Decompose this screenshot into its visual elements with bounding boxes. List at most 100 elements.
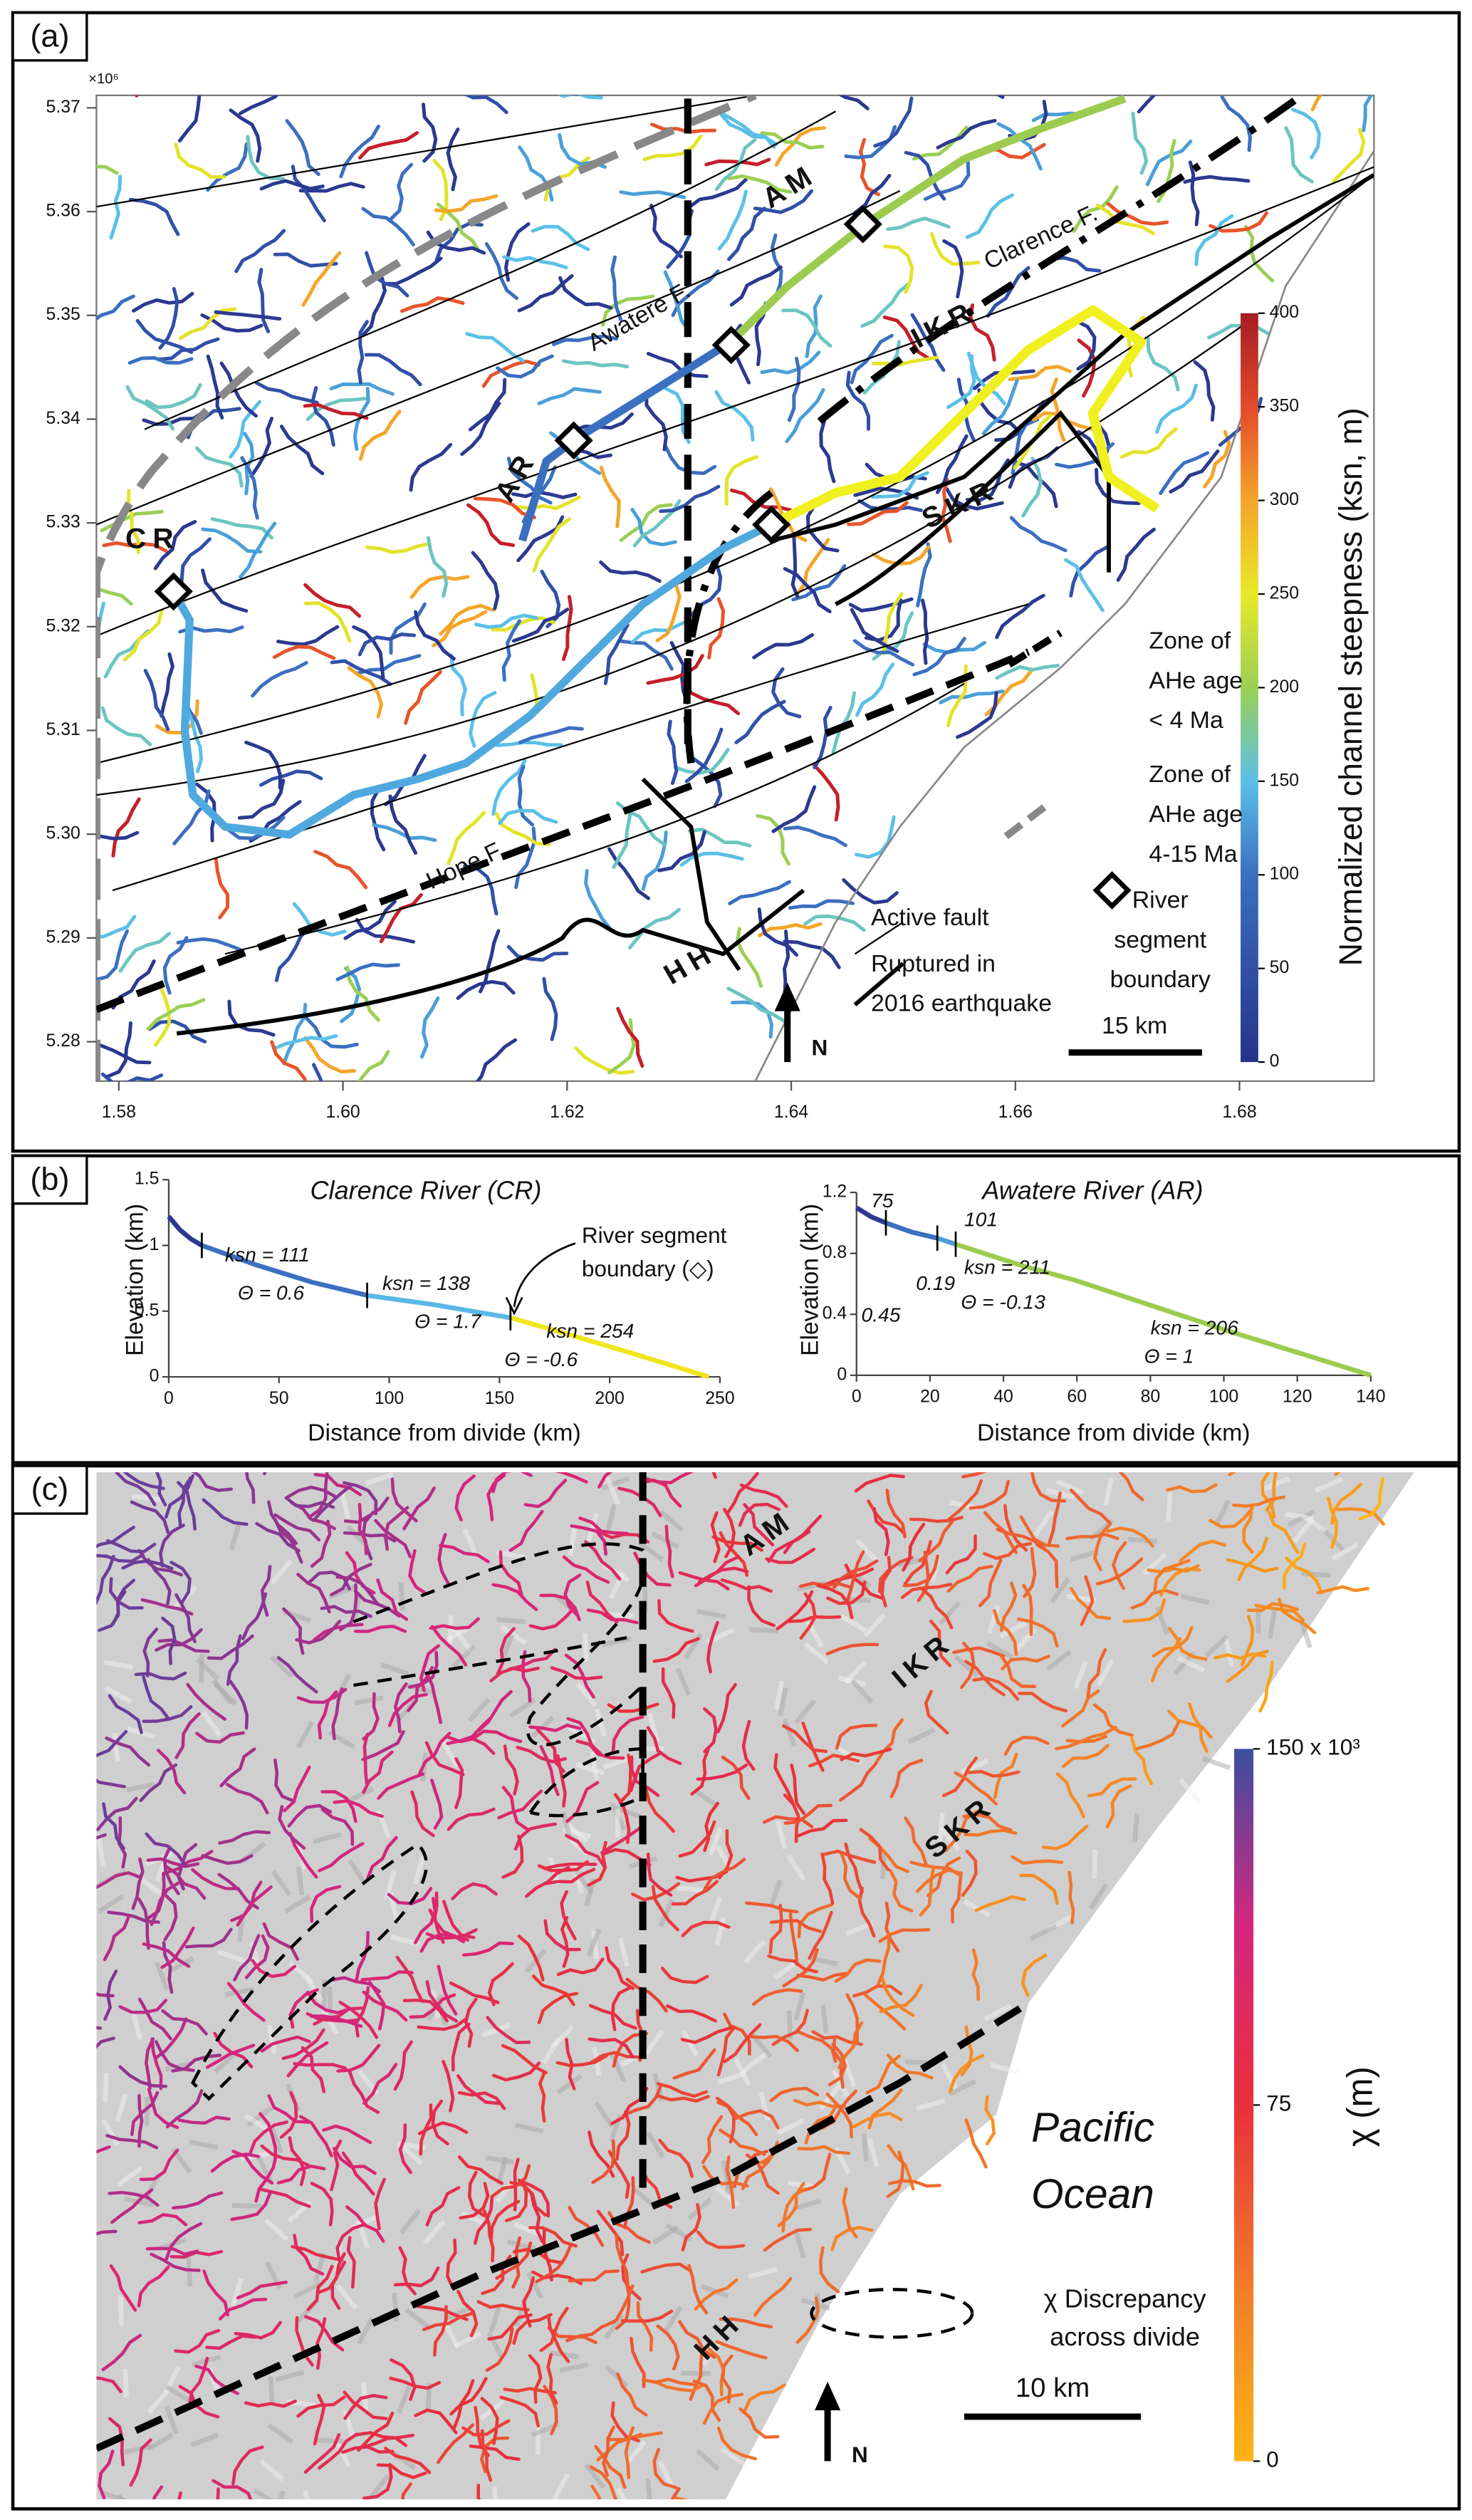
stream: [508, 1509, 544, 1552]
stream: [822, 1567, 875, 1587]
stream: [734, 699, 786, 744]
stream: [850, 608, 899, 653]
hillshade-stroke: [600, 1476, 630, 1491]
stream: [430, 1779, 444, 1830]
hillshade-stroke: [231, 2203, 261, 2209]
stream: [361, 207, 415, 246]
stream: [427, 536, 449, 598]
stream: [522, 2276, 536, 2328]
stream: [1237, 1536, 1268, 1582]
hillshade-stroke: [400, 2209, 422, 2235]
stream: [118, 932, 172, 973]
stream: [842, 878, 899, 905]
stream: [1220, 95, 1252, 152]
legend-symbol: [810, 2288, 974, 2339]
stream: [468, 691, 497, 748]
hillshade-stroke: [659, 1509, 684, 1532]
stream: [414, 2408, 458, 2435]
hillshade-stroke: [584, 2463, 606, 2489]
stream: [474, 613, 539, 629]
hillshade-stroke: [186, 2257, 193, 2286]
hillshade-stroke: [496, 2156, 508, 2185]
hillshade-stroke: [586, 1512, 600, 1542]
stream: [460, 401, 501, 457]
stream: [186, 1682, 226, 1721]
stream: [130, 2091, 160, 2136]
stream: [362, 1732, 370, 1786]
stream: [942, 239, 964, 298]
stream: [687, 177, 748, 209]
stream: [278, 1805, 306, 1850]
stream: [259, 179, 325, 191]
legend-text: Active fault: [871, 905, 989, 931]
hillshade-stroke: [907, 1727, 936, 1744]
stream: [619, 190, 687, 199]
stream: [800, 2152, 832, 2193]
stream: [1095, 203, 1156, 236]
stream: [160, 1926, 195, 1969]
y-tick-label: 1: [150, 1235, 160, 1254]
hillshade-stroke: [775, 1820, 788, 1849]
stream: [517, 1935, 545, 1982]
stream: [624, 2426, 635, 2479]
y-tick-label: 5.35: [46, 305, 80, 324]
stream: [481, 359, 541, 388]
stream: [419, 1644, 440, 1692]
x-tick-label: 150: [485, 1389, 514, 1408]
stream: [554, 1472, 588, 1484]
hillshade-stroke: [916, 2098, 946, 2111]
stream: [1021, 457, 1043, 518]
stream: [1021, 1953, 1048, 1997]
stream: [313, 1623, 364, 1642]
stream: [234, 229, 286, 274]
stream: [823, 1849, 877, 1864]
stream: [476, 2484, 481, 2499]
hillshade-stroke: [447, 1615, 454, 1644]
stream: [872, 1506, 890, 1556]
stream: [310, 1885, 342, 1923]
stream: [245, 1472, 256, 1504]
x-tick-label: 60: [1067, 1387, 1087, 1407]
stream: [516, 1745, 568, 1764]
stream: [952, 1646, 1006, 1658]
stream: [1009, 516, 1068, 553]
legend-text: AHe age: [1149, 801, 1243, 828]
stream: [918, 1520, 954, 1563]
stream: [727, 207, 767, 261]
hillshade-stroke: [412, 1855, 426, 1885]
legend-text: Zone of: [1149, 628, 1231, 655]
hillshade-stroke: [267, 2423, 294, 2444]
stream: [425, 1672, 442, 1724]
hillshade-stroke: [486, 2331, 505, 2359]
stream: [1129, 1736, 1154, 1786]
hillshade-stroke: [938, 1600, 961, 1625]
stream: [1332, 127, 1366, 183]
stream: [599, 465, 621, 529]
hillshade-stroke: [625, 2440, 647, 2466]
stream: [356, 654, 422, 675]
hillshade-stroke: [850, 1679, 874, 1704]
stream: [529, 2191, 544, 2244]
stream: [345, 965, 380, 1022]
stream: [355, 917, 415, 944]
stream: [656, 2082, 709, 2098]
stream: [1022, 1583, 1033, 1637]
stream: [653, 2380, 706, 2393]
hillshade-stroke: [1300, 1513, 1327, 1534]
stream: [681, 2202, 701, 2251]
stream: [651, 1885, 679, 1932]
stream: [636, 2301, 654, 2352]
stream: [613, 1793, 631, 1844]
stream: [503, 2387, 558, 2395]
stream: [96, 2145, 111, 2154]
stream: [972, 1676, 1020, 1701]
stream: [246, 135, 285, 181]
stream: [641, 2378, 695, 2386]
stream: [867, 2088, 903, 2130]
stream: [852, 639, 915, 667]
stream: [491, 2164, 531, 2198]
stream: [434, 194, 499, 213]
stream: [517, 764, 534, 827]
stream: [404, 670, 443, 725]
